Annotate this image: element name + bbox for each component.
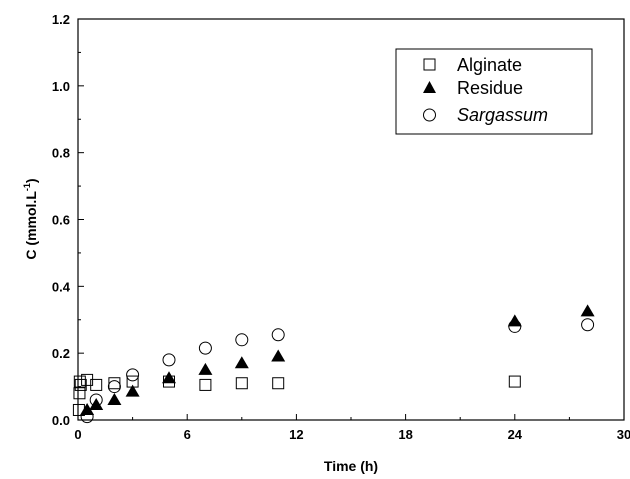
alginate-point (73, 375, 86, 388)
x-tick-label: 18 (398, 427, 412, 442)
y-tick-label: 0.4 (52, 279, 71, 294)
y-tick-label: 1.2 (52, 12, 70, 27)
sargassum-point (162, 353, 176, 367)
y-tick-label: 0.0 (52, 413, 70, 428)
y-tick-label: 0.6 (52, 213, 70, 228)
x-tick-label: 30 (617, 427, 630, 442)
x-tick-label: 12 (289, 427, 303, 442)
residue-point (107, 392, 122, 405)
sargassum-point (107, 380, 121, 394)
residue-point (234, 356, 249, 369)
sargassum-point (198, 341, 212, 355)
legend-label-sargassum: Sargassum (457, 105, 548, 125)
legend-marker-residue (423, 81, 436, 93)
sargassum-point (89, 393, 103, 407)
alginate-point (199, 378, 212, 391)
residue-point (89, 397, 104, 410)
legend: Alginate Residue Sargassum (395, 48, 593, 135)
sargassum-point (235, 333, 249, 347)
sargassum-point (271, 328, 285, 342)
y-axis-title-sup: -1 (22, 183, 32, 191)
y-axis-title: C (mmol.L-1) (22, 178, 39, 259)
sargassum-point (508, 319, 522, 333)
residue-point (198, 362, 213, 375)
x-tick-label: 6 (184, 427, 191, 442)
alginate-point (73, 387, 86, 400)
x-axis-title: Time (h) (324, 458, 378, 474)
residue-point (162, 371, 176, 384)
y-tick-label: 0.8 (52, 146, 70, 161)
alginate-point (235, 377, 248, 390)
x-tick-label: 24 (508, 427, 523, 442)
residue-point (125, 384, 140, 397)
alginate-point (508, 375, 521, 388)
legend-marker-alginate (423, 58, 436, 71)
y-tick-label: 0.2 (52, 346, 70, 361)
legend-label-residue: Residue (457, 78, 523, 98)
sargassum-point (581, 318, 595, 332)
data-marks (72, 304, 595, 424)
y-axis-title-main: C (mmol.L (23, 191, 39, 260)
tick-labels: 0 6 12 18 24 30 0.0 0.2 0.4 0.6 0.8 1.0 1.2 (52, 12, 630, 442)
legend-label-alginate: Alginate (457, 55, 522, 75)
residue-point (580, 304, 595, 317)
x-tick-label: 0 (74, 427, 81, 442)
series-alginate (72, 373, 521, 416)
sargassum-point (126, 368, 140, 382)
legend-marker-sargassum (423, 108, 436, 122)
y-axis-title-close: ) (23, 178, 39, 183)
alginate-point (90, 378, 103, 391)
series-sargassum (80, 318, 595, 424)
alginate-point (272, 377, 285, 390)
alginate-point (108, 377, 121, 390)
sargassum-point (80, 410, 94, 424)
residue-point (271, 349, 286, 362)
y-tick-label: 1.0 (52, 79, 70, 94)
